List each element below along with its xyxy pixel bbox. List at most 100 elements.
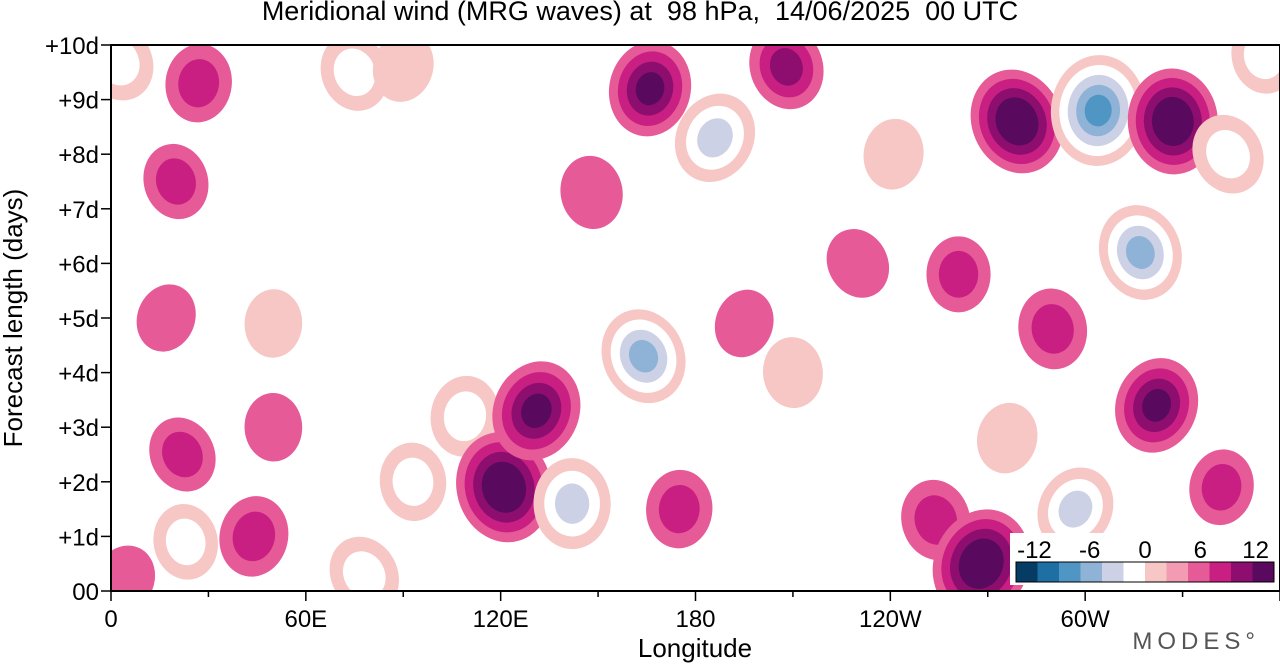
contour-field [111, 45, 1280, 591]
y-tick-label: +3d [58, 415, 99, 442]
wave-feature [111, 545, 156, 591]
wave-feature [149, 417, 216, 492]
contour-level [697, 118, 733, 158]
wave-feature [533, 458, 611, 550]
contour-level [372, 45, 434, 102]
contour-level [1243, 45, 1280, 80]
wave-feature [970, 69, 1064, 174]
y-tick-label: 00 [72, 579, 99, 606]
contour-level [490, 471, 518, 503]
wave-feature [329, 536, 399, 591]
y-tick-label: +10d [45, 33, 99, 60]
colorbar-swatch [1080, 562, 1103, 582]
contour-level [1125, 236, 1155, 269]
contour-level [1031, 304, 1074, 354]
y-axis: 00 +1d +2d +3d +4d +5d +6d +7d +8d +9d +10d [45, 33, 111, 606]
contour-level [714, 289, 774, 358]
contour-level [392, 457, 434, 506]
y-tick-label: +5d [58, 306, 99, 333]
contour-level [863, 118, 924, 190]
wave-feature [379, 442, 447, 521]
contour-level [560, 155, 623, 230]
colorbar-swatch [1059, 562, 1081, 582]
y-tick-label: +2d [58, 470, 99, 497]
wave-feature [111, 45, 154, 101]
colorbar-tick-label: -12 [1017, 537, 1052, 564]
contour-level [826, 229, 890, 298]
wave-feature [456, 432, 552, 543]
y-tick-label: +8d [58, 142, 99, 169]
contour-level [769, 48, 803, 86]
wave-feature [244, 289, 303, 358]
x-tick-label: 60W [1060, 606, 1110, 633]
wave-feature [601, 309, 686, 404]
colorbar-swatch [1102, 562, 1124, 582]
contour-level [111, 45, 140, 86]
contour-level [1084, 94, 1112, 127]
wave-feature [219, 496, 289, 577]
contour-level [1142, 388, 1172, 422]
colorbar-swatch [1231, 562, 1253, 582]
wave-feature [372, 45, 434, 102]
contour-level [976, 402, 1038, 474]
wave-feature [646, 469, 713, 549]
wave-feature [560, 155, 623, 230]
wave-feature [863, 118, 924, 190]
contour-level [628, 339, 659, 373]
wave-feature [153, 504, 218, 580]
wave-feature [926, 236, 991, 313]
x-axis-label: Longitude [638, 633, 752, 663]
colorbar-tick-label: 12 [1242, 537, 1269, 564]
x-tick-label: 180 [675, 606, 715, 633]
x-tick-label: 120W [859, 606, 922, 633]
contour-level [244, 289, 303, 358]
wave-feature [1018, 288, 1088, 370]
wave-feature [826, 229, 890, 298]
colorbar-tick-label: -6 [1079, 537, 1100, 564]
contour-level [232, 511, 276, 562]
contour-level [165, 518, 206, 566]
wave-feature [1115, 358, 1199, 453]
contour-level [635, 72, 665, 106]
colorbar-tick-label: 6 [1194, 537, 1207, 564]
wave-feature [143, 143, 209, 220]
wave-feature [608, 45, 692, 137]
colorbar-frame [1015, 561, 1275, 583]
contour-level [244, 392, 303, 462]
wave-feature [1098, 205, 1182, 300]
wave-feature [749, 45, 824, 110]
wave-feature [1050, 55, 1146, 166]
contour-level [155, 158, 196, 205]
wave-feature [714, 289, 774, 358]
contour-level [443, 391, 487, 442]
wave-feature [165, 45, 232, 123]
contour-level [762, 337, 823, 409]
x-tick-label: 60E [284, 606, 327, 633]
contour-level [162, 431, 203, 478]
colorbar-swatch [1123, 562, 1146, 582]
contour-level [333, 48, 376, 97]
contour-level [658, 484, 700, 534]
contour-level [554, 483, 590, 524]
wave-feature [320, 45, 389, 111]
colorbar-swatch [1145, 562, 1167, 582]
contour-level [111, 545, 156, 591]
x-tick-label: 120E [473, 606, 529, 633]
y-tick-label: +4d [58, 361, 99, 388]
wave-feature [976, 402, 1038, 474]
y-tick-label: +9d [58, 88, 99, 115]
colorbar-swatch [1016, 562, 1038, 582]
wave-feature [1127, 68, 1218, 175]
colorbar-legend: -12 -6 0 6 12 [1010, 533, 1278, 585]
colorbar-swatch [1252, 562, 1275, 582]
wave-feature [1189, 449, 1254, 526]
contour-level [178, 59, 220, 108]
modes-logo: MODES° [1132, 628, 1260, 655]
x-tick-label: 0 [104, 606, 117, 633]
colorbar-swatch [1209, 562, 1232, 582]
colorbar-swatch [1188, 562, 1210, 582]
contour-level [1206, 130, 1250, 179]
wave-feature [762, 337, 823, 409]
wave-feature [1192, 114, 1264, 194]
